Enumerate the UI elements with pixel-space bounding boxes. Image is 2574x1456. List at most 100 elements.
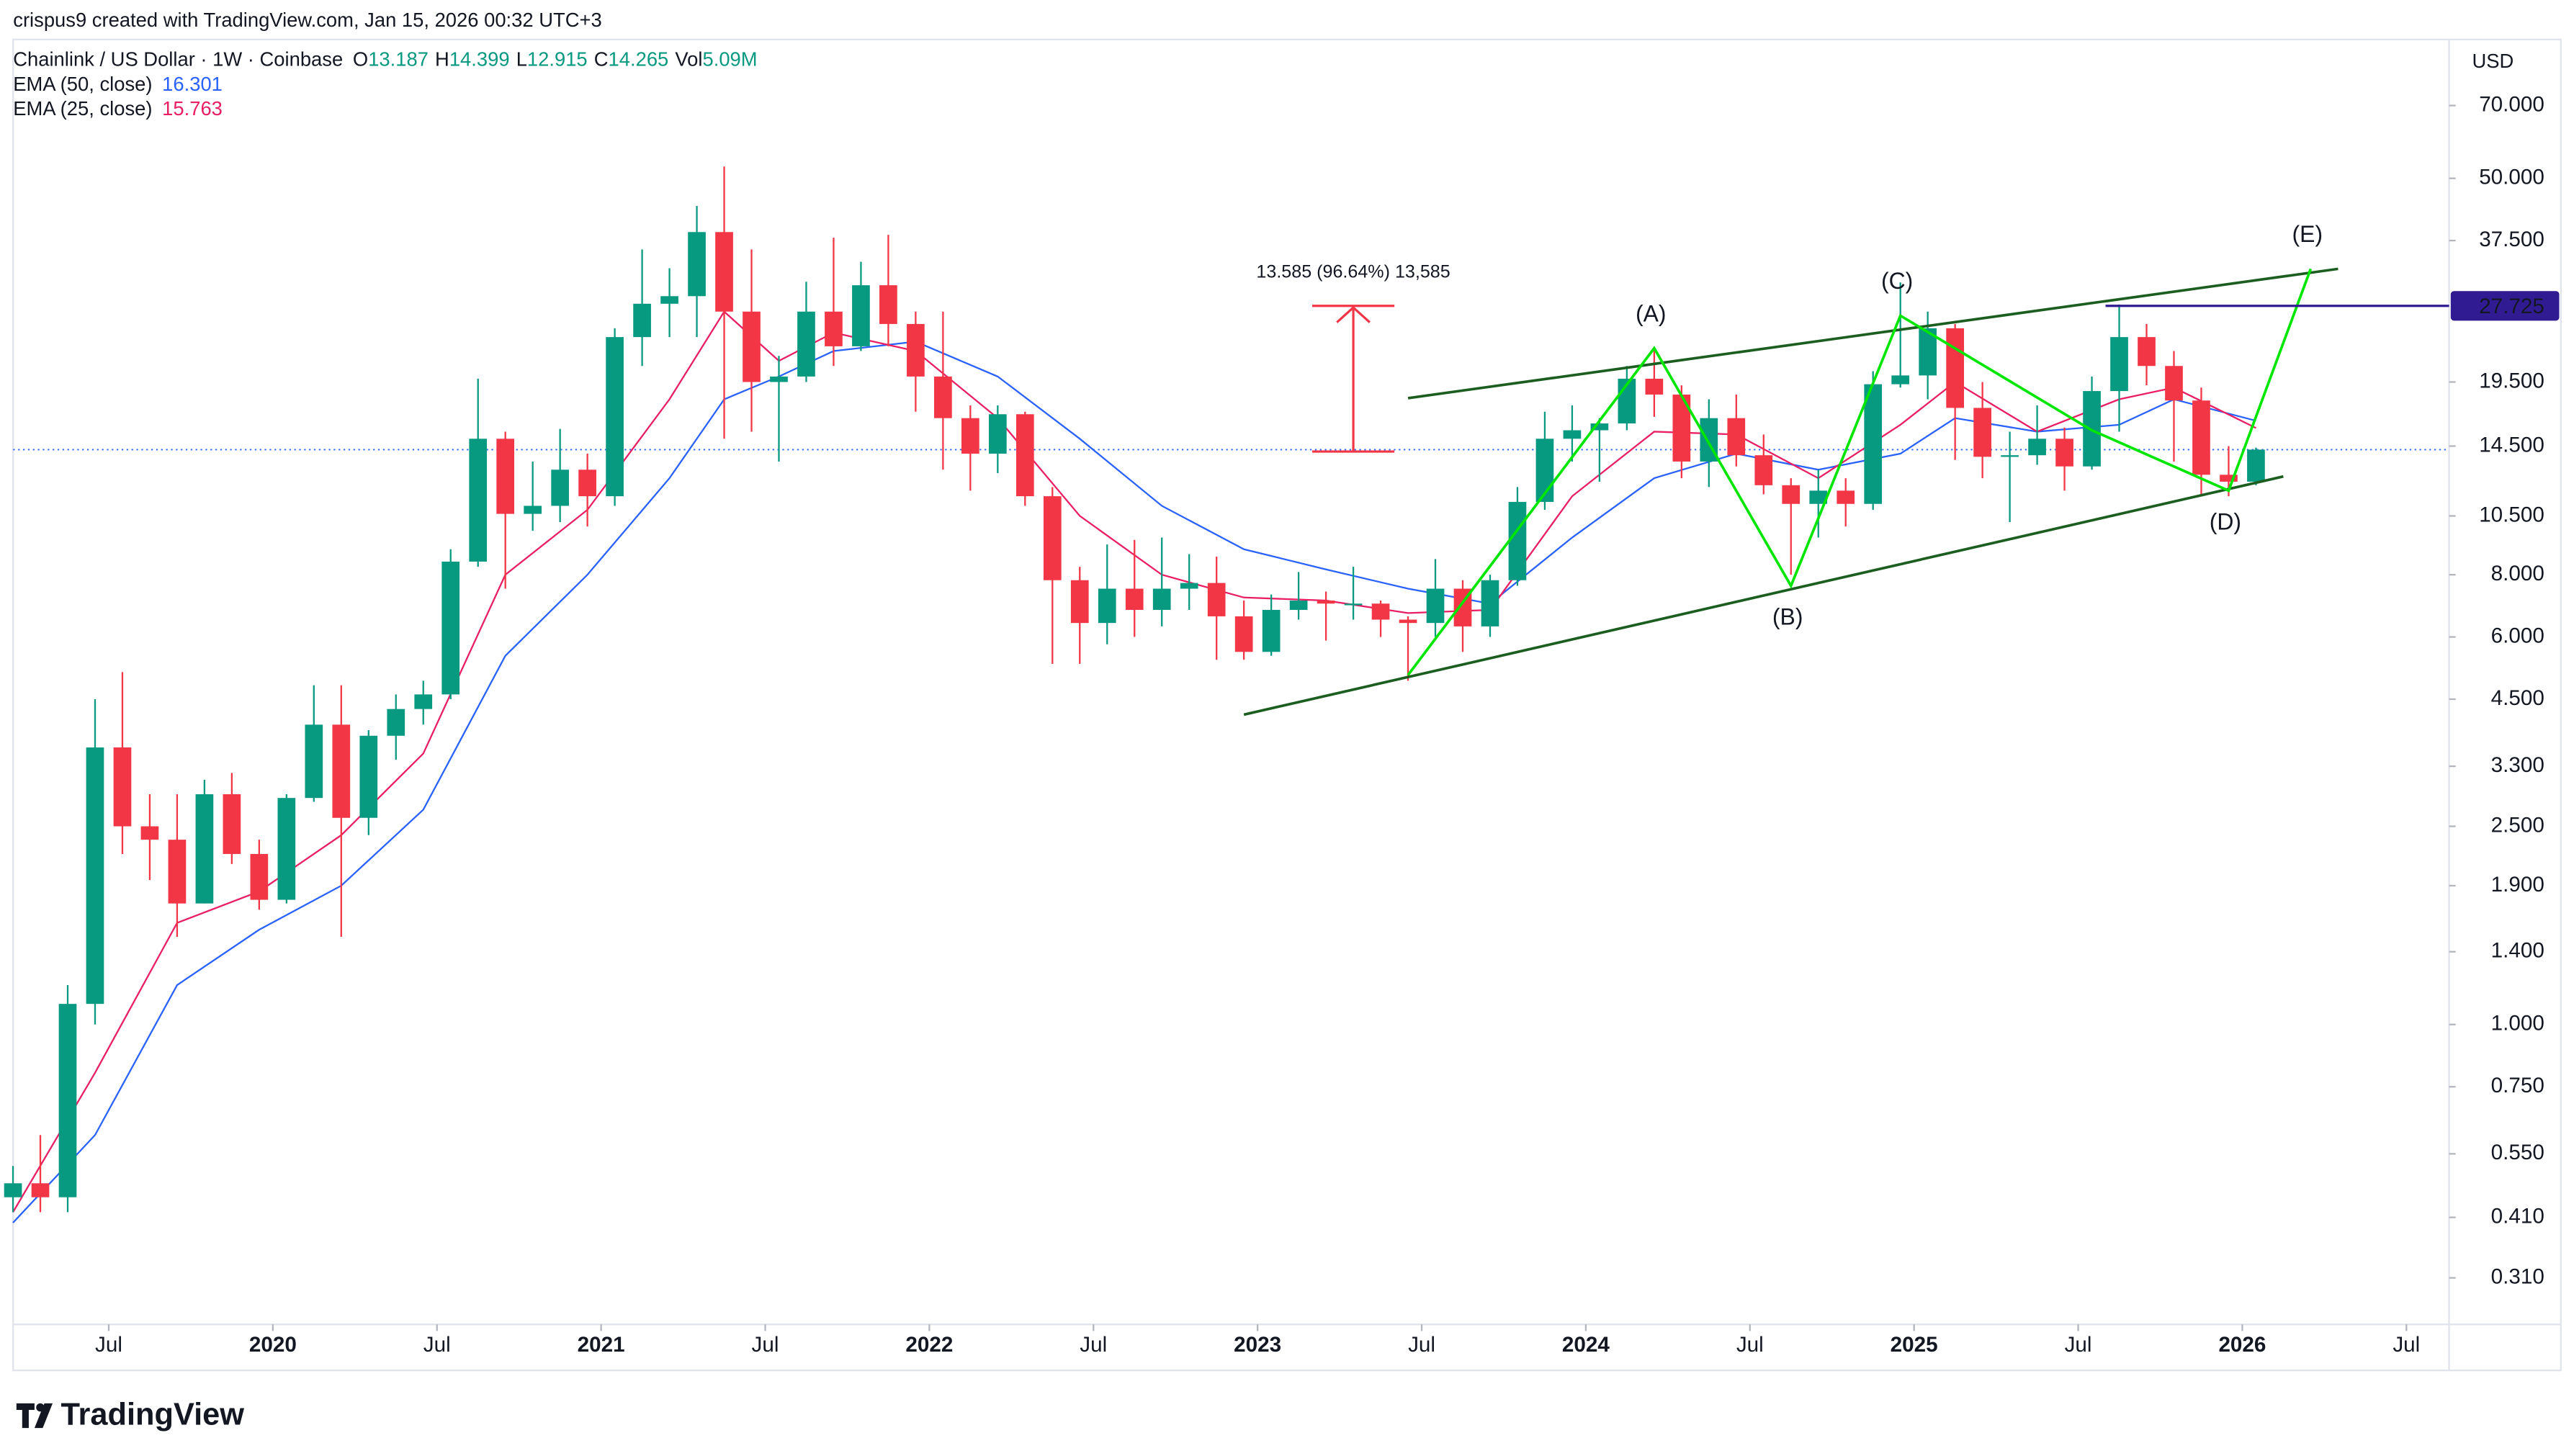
- candle-body: [1891, 375, 1910, 385]
- candle-body: [1946, 328, 1964, 408]
- indicator-name: EMA (50, close): [13, 73, 152, 95]
- y-tick-label: 0.310: [2491, 1264, 2544, 1288]
- candle-body: [907, 323, 925, 377]
- candle-body: [113, 747, 132, 827]
- x-tick-label: 2022: [905, 1333, 953, 1357]
- x-tick-label: Jul: [2065, 1333, 2092, 1357]
- y-tick-label: 14.500: [2479, 433, 2544, 457]
- candle-body: [223, 794, 241, 854]
- ohlc-value: 5.09M: [702, 48, 757, 71]
- candle-body: [1837, 490, 1855, 504]
- ohlc-label: C: [594, 48, 609, 71]
- candle-body: [524, 505, 542, 514]
- candle-body: [770, 376, 788, 382]
- candle-body: [469, 439, 488, 562]
- y-tick-label: 1.000: [2491, 1012, 2544, 1035]
- y-tick-label: 2.500: [2491, 813, 2544, 837]
- candle-body: [551, 469, 569, 506]
- level-label: 27.725: [2479, 295, 2544, 318]
- ohlc-value: 12.915: [527, 48, 588, 71]
- candle-body: [825, 311, 843, 346]
- candle-body: [1371, 603, 1390, 620]
- logo-slash: [34, 1403, 53, 1429]
- ohlc-label: H: [435, 48, 449, 71]
- candle-body: [1043, 496, 1062, 580]
- candle-body: [332, 724, 351, 818]
- candle-body: [2165, 366, 2183, 401]
- x-tick-label: 2020: [249, 1333, 297, 1357]
- candle-body: [168, 840, 187, 904]
- candle-body: [1098, 588, 1116, 624]
- ohlc-label: L: [516, 48, 527, 71]
- x-tick-label: Jul: [1080, 1333, 1107, 1357]
- candle-body: [2220, 475, 2238, 482]
- candle-body: [1152, 588, 1171, 610]
- ohlc-value: 13.187: [368, 48, 429, 71]
- candle-body: [1809, 490, 1828, 504]
- indicator-legend: EMA (25, close) 15.763: [13, 97, 223, 120]
- candle-body: [2192, 400, 2210, 475]
- candle-body: [1289, 600, 1308, 610]
- y-tick-label: 0.550: [2491, 1141, 2544, 1164]
- candle-body: [1590, 423, 1609, 431]
- symbol-legend: Chainlink / US Dollar · 1W · Coinbase O13…: [13, 48, 757, 71]
- indicator-name: EMA (25, close): [13, 97, 152, 120]
- candle-body: [2001, 455, 2019, 457]
- x-tick-label: Jul: [1408, 1333, 1435, 1357]
- candle-body: [633, 303, 651, 338]
- indicator-value: 16.301: [162, 73, 223, 95]
- frame: [12, 38, 2562, 1372]
- brand: TradingView: [60, 1398, 244, 1432]
- y-tick-label: 70.000: [2479, 92, 2544, 116]
- y-tick-label: 37.500: [2479, 228, 2544, 251]
- y-tick-label: 1.900: [2491, 873, 2544, 896]
- indicator-legend: EMA (50, close) 16.301: [13, 73, 223, 95]
- candle-body: [1754, 455, 1773, 485]
- candle-body: [195, 794, 214, 904]
- candle-body: [387, 709, 405, 736]
- candle-body: [31, 1183, 50, 1197]
- candle-body: [1645, 378, 1664, 395]
- indicator-value: 15.763: [162, 97, 223, 120]
- ohlc-value: 14.265: [609, 48, 669, 71]
- candle-body: [852, 285, 870, 346]
- candle-body: [1399, 619, 1417, 624]
- measure-arrowhead: [1336, 305, 1371, 323]
- x-tick-label: Jul: [752, 1333, 779, 1357]
- candle-body: [715, 232, 733, 312]
- level-badge: [2450, 291, 2560, 321]
- candle-body: [1015, 414, 1034, 497]
- brand-logo: TradingView: [16, 1398, 244, 1432]
- candle-body: [1180, 583, 1198, 589]
- candle-body: [2055, 439, 2073, 467]
- candle-body: [441, 561, 460, 695]
- candle-body: [578, 469, 596, 497]
- measure-label: 13.585 (96.64%) 13,585: [1256, 262, 1450, 282]
- candle-body: [414, 694, 433, 709]
- logo-mark: [16, 1403, 35, 1429]
- x-tick-label: Jul: [2393, 1333, 2420, 1357]
- candle-body: [961, 418, 979, 454]
- y-tick-label: 50.000: [2479, 165, 2544, 189]
- candle-body: [1344, 603, 1363, 606]
- candle-body: [305, 724, 323, 799]
- candle-body: [140, 826, 159, 840]
- currency: USD: [2472, 50, 2514, 72]
- candle-body: [1125, 588, 1144, 610]
- candle-body: [934, 376, 952, 418]
- candle-body: [1864, 384, 1883, 504]
- ema-line: [12, 341, 2256, 1223]
- candle-body: [660, 296, 678, 304]
- candle-body: [1317, 600, 1335, 604]
- x-tick-label: 2021: [578, 1333, 625, 1357]
- x-tick-label: Jul: [423, 1333, 451, 1357]
- candle-body: [2028, 439, 2046, 456]
- candle-body: [250, 853, 269, 900]
- y-tick-label: 3.300: [2491, 753, 2544, 777]
- candle-body: [988, 414, 1007, 454]
- y-tick-label: 1.400: [2491, 939, 2544, 963]
- candle-body: [1727, 418, 1746, 456]
